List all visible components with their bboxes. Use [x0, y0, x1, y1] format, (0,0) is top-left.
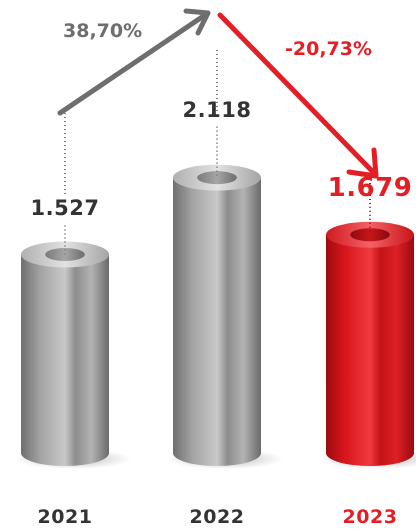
bar-hole [197, 171, 237, 185]
bar-body [326, 234, 414, 466]
bar-2023 [326, 221, 414, 466]
year-label-2022: 2022 [189, 506, 245, 528]
change-label-2021-2022: 38,70% [63, 20, 143, 42]
year-label-2023: 2023 [342, 506, 398, 528]
bar-body [173, 177, 261, 466]
change-arrow-down [217, 12, 379, 179]
value-label-2021: 1.527 [30, 196, 100, 221]
bar-body [21, 254, 109, 466]
value-label-2022: 2.118 [182, 97, 252, 122]
bar-hole [350, 228, 390, 242]
bar-2022 [173, 164, 261, 466]
value-label-2023: 1.679 [327, 172, 413, 203]
change-arrow-up [57, 8, 211, 116]
bar-2021 [21, 241, 109, 466]
year-label-2021: 2021 [37, 506, 93, 528]
change-label-2022-2023: -20,73% [285, 38, 373, 60]
